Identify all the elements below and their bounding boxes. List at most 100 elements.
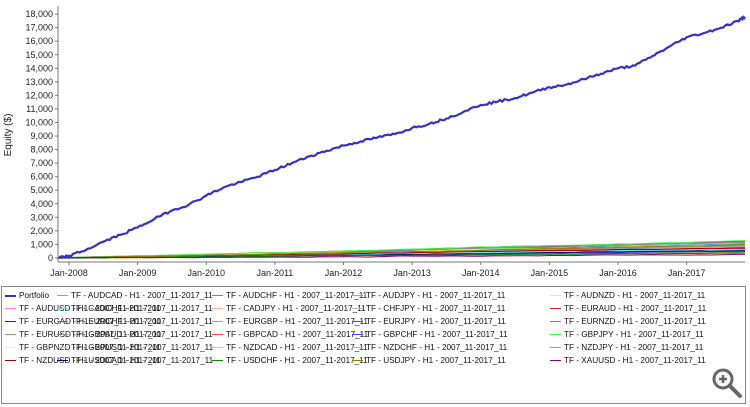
legend-label: TF - GBPCHF - H1 - 2007_11-2017_11 <box>366 329 508 339</box>
legend: Portfolio TF - AUDCAD - H1 - 2007_11-2017… <box>1 286 746 404</box>
legend-item: TF - NZDJPY - H1 - 2007_11-2017_11 <box>550 341 703 354</box>
legend-swatch <box>5 320 16 322</box>
legend-label: TF - EURCAD - H1 - 2007_11-2017_11 <box>19 316 162 326</box>
legend-item: TF - NZDCHF - H1 - 2007_11-2017_11 <box>352 341 507 354</box>
legend-swatch <box>57 333 68 335</box>
legend-row: TF - AUDUSD - H1 - 2007_11-2017_11 TF - C… <box>2 302 745 315</box>
legend-item: TF - CADJPY - H1 - 2007_11-2017_11 <box>212 302 366 315</box>
legend-swatch <box>352 359 363 361</box>
legend-row: TF - GBPNZD - H1 - 2007_11-2017_11 TF - G… <box>2 341 745 354</box>
legend-label: TF - EURAUD - H1 - 2007_11-2017_11 <box>564 303 707 313</box>
legend-item: TF - GBPAUD - H1 - 2007_11-2017_11 <box>57 328 213 341</box>
legend-label: TF - XAUUSD - H1 - 2007_11-2017_11 <box>564 355 706 365</box>
x-tick-label: Jan-2012 <box>325 268 363 278</box>
legend-item: TF - AUDUSD - H1 - 2007_11-2017_11 <box>5 302 161 315</box>
y-axis-label: Equity ($) <box>3 114 14 157</box>
legend-swatch <box>352 346 363 348</box>
y-tick-label: 18,000 <box>25 9 53 19</box>
legend-item: TF - EURJPY - H1 - 2007_11-2017_11 <box>352 315 506 328</box>
legend-label: TF - GBPNZD - H1 - 2007_11-2017_11 <box>19 342 161 352</box>
equity-chart: 0 1,000 2,000 3,000 4,000 5,000 6,000 7,000 8,00… <box>3 6 746 278</box>
legend-swatch <box>550 295 561 296</box>
y-tick-label: 17,000 <box>25 23 53 33</box>
y-tick-label: 6,000 <box>30 172 53 182</box>
legend-item: TF - CHFJPY - H1 - 2007_11-2017_11 <box>352 302 505 315</box>
legend-label: TF - NZDCHF - H1 - 2007_11-2017_11 <box>366 342 508 352</box>
legend-item: TF - EURCHF - H1 - 2007_11-2017_11 <box>57 315 213 328</box>
legend-swatch <box>550 346 561 348</box>
legend-swatch <box>5 307 16 309</box>
legend-swatch <box>212 346 223 348</box>
y-tick-label: 16,000 <box>25 36 53 46</box>
legend-item: TF - AUDJPY - H1 - 2007_11-2017_11 <box>352 289 505 302</box>
legend-item: TF - AUDCAD - H1 - 2007_11-2017_11 <box>57 289 213 302</box>
x-tick-label: Jan-2010 <box>187 268 225 278</box>
y-tick-label: 14,000 <box>25 63 53 73</box>
legend-item: TF - XAUUSD - H1 - 2007_11-2017_11 <box>550 354 706 367</box>
legend-label: Portfolio <box>19 291 50 300</box>
legend-swatch <box>212 295 223 296</box>
legend-row: TF - EURUSD - H1 - 2007_11-2017_11 TF - G… <box>2 328 745 341</box>
series-line <box>57 240 746 259</box>
y-tick-label: 10,000 <box>25 117 53 127</box>
y-tick-label: 11,000 <box>26 104 53 114</box>
x-tick-label: Jan-2009 <box>119 268 157 278</box>
legend-label: TF - EURCHF - H1 - 2007_11-2017_11 <box>71 316 213 326</box>
series-line <box>57 253 746 259</box>
legend-label: TF - CADJPY - H1 - 2007_11-2017_11 <box>226 303 366 313</box>
portfolio-line <box>57 14 746 259</box>
legend-swatch <box>212 320 223 322</box>
legend-label: TF - GBPUSD - H1 - 2007_11-2017_11 <box>71 342 214 352</box>
zoom-in-icon[interactable] <box>710 366 744 400</box>
x-tick-label: Jan-2008 <box>50 268 88 278</box>
legend-swatch <box>352 295 363 296</box>
y-tick-label: 0 <box>48 253 53 263</box>
legend-item: TF - EURGBP - H1 - 2007_11-2017_11 <box>212 315 368 328</box>
x-tick-label: Jan-2014 <box>462 268 500 278</box>
legend-label: TF - EURUSD - H1 - 2007_11-2017_11 <box>19 329 162 339</box>
legend-swatch <box>57 320 68 322</box>
x-tick-label: Jan-2011 <box>256 268 293 278</box>
legend-swatch <box>5 359 16 361</box>
legend-label: TF - GBPAUD - H1 - 2007_11-2017_11 <box>71 329 213 339</box>
legend-label: TF - AUDCHF - H1 - 2007_11-2017_11 <box>226 291 368 300</box>
legend-swatch <box>352 333 363 335</box>
x-tick-label: Jan-2017 <box>668 268 706 278</box>
legend-label: TF - AUDUSD - H1 - 2007_11-2017_11 <box>19 303 161 313</box>
legend-label: TF - CHFJPY - H1 - 2007_11-2017_11 <box>366 303 506 313</box>
legend-item: TF - GBPCAD - H1 - 2007_11-2017_11 <box>212 328 368 341</box>
legend-swatch <box>212 307 223 309</box>
x-tick-label: Jan-2013 <box>393 268 431 278</box>
x-tick-label: Jan-2016 <box>599 268 637 278</box>
legend-swatch <box>212 359 223 361</box>
legend-swatch <box>5 333 16 335</box>
legend-label: TF - AUDNZD - H1 - 2007_11-2017_11 <box>564 291 706 300</box>
legend-label: TF - AUDCAD - H1 - 2007_11-2017_11 <box>71 291 213 300</box>
legend-label: TF - NZDJPY - H1 - 2007_11-2017_11 <box>564 342 704 352</box>
legend-item: TF - GBPJPY - H1 - 2007_11-2017_11 <box>550 328 704 341</box>
y-tick-label: 12,000 <box>25 90 53 100</box>
legend-item: TF - USDJPY - H1 - 2007_11-2017_11 <box>352 354 506 367</box>
y-tick-label: 7,000 <box>30 158 53 168</box>
y-tick-label: 15,000 <box>25 50 53 60</box>
legend-swatch <box>57 295 68 296</box>
legend-swatch <box>57 359 68 361</box>
legend-label: TF - NZDCAD - H1 - 2007_11-2017_11 <box>226 342 368 352</box>
legend-item: TF - CADCHF - H1 - 2007_11-2017_11 <box>57 302 213 315</box>
y-tick-label: 1,000 <box>30 239 53 249</box>
y-tick-label: 4,000 <box>30 199 53 209</box>
series-line <box>58 244 746 259</box>
y-tick-label: 3,000 <box>30 212 53 222</box>
legend-swatch <box>352 320 363 322</box>
legend-swatch <box>57 307 68 309</box>
legend-swatch <box>550 320 561 322</box>
legend-label: TF - NZDUSD - H1 - 2007_11-2017_11 <box>19 355 161 365</box>
legend-item: TF - GBPNZD - H1 - 2007_11-2017_11 <box>5 341 161 354</box>
y-tick-label: 5,000 <box>30 185 53 195</box>
legend-label: TF - GBPJPY - H1 - 2007_11-2017_11 <box>564 329 704 339</box>
legend-item: Portfolio <box>5 289 49 302</box>
legend-label: TF - CADCHF - H1 - 2007_11-2017_11 <box>71 303 213 313</box>
legend-swatch <box>5 346 16 348</box>
legend-label: TF - USDCHF - H1 - 2007_11-2017_11 <box>226 355 368 365</box>
legend-item: TF - AUDNZD - H1 - 2007_11-2017_11 <box>550 289 705 302</box>
